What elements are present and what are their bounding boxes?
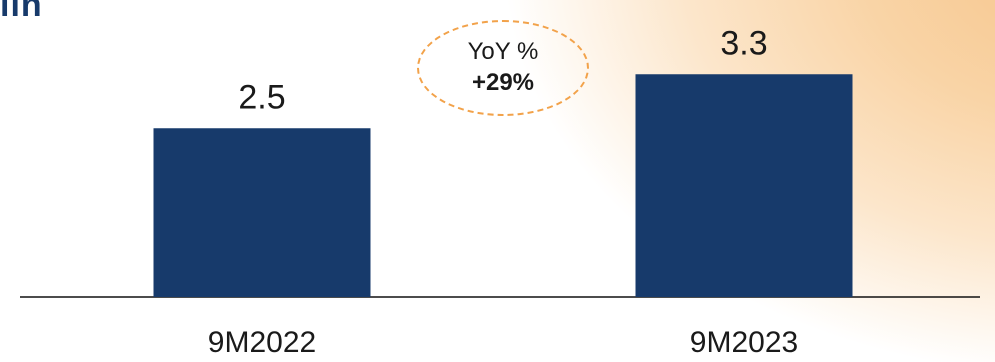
category-label-9M2022: 9M2022 [208, 326, 316, 359]
category-label-9M2023: 9M2023 [690, 326, 798, 359]
data-label-9M2022: 2.5 [238, 78, 285, 116]
bar-9M2023 [635, 74, 853, 297]
bar-9M2022 [153, 128, 371, 297]
yoy-badge: YoY % +29% [417, 20, 589, 116]
yoy-title: YoY % [467, 38, 539, 65]
unit-label: lln [0, 0, 43, 24]
data-label-9M2023: 3.3 [720, 24, 767, 62]
yoy-value: +29% [471, 69, 535, 96]
